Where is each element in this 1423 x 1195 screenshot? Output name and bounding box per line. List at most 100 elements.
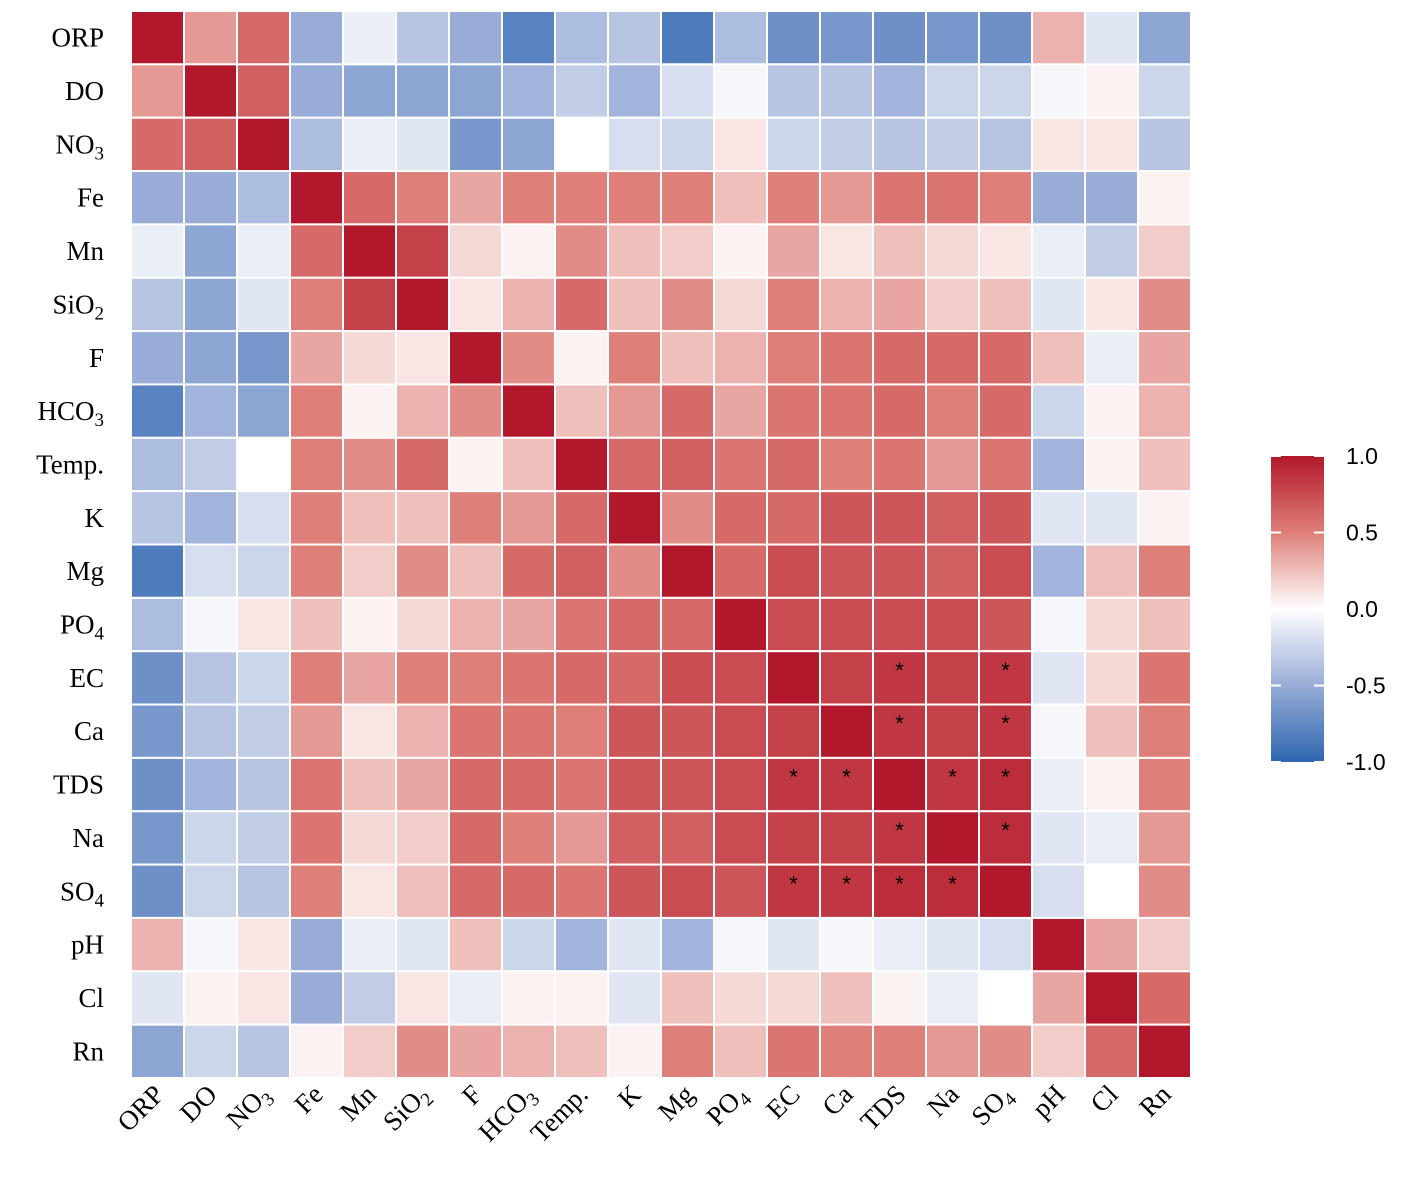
cell-pH-Ca [819,916,874,973]
cell-SO4-HCO3 [501,863,556,919]
cell-K-Rn [1137,490,1192,546]
cell-EC-DO [183,650,238,706]
cell-F-HCO3 [501,330,556,386]
cell-EC-Ca [819,650,874,706]
cell-Mn-Fe [289,223,344,279]
cell-SiO2-SO4 [978,276,1033,333]
cell-EC-Temp. [554,650,609,706]
cell-Mg-ORP [130,543,185,599]
cell-ORP-Cl [1084,10,1139,66]
cell-Cl-EC [766,970,821,1026]
cell-Cl-HCO3 [501,970,556,1026]
y-label-Cl: Cl [78,983,104,1013]
y-axis-labels: ORP DO NO3 Fe Mn SiO2 F HCO3 Temp. K Mg PO4 EC Ca TDS N… [36,23,104,1067]
cell-Cl-Mg [660,970,715,1026]
cell-NO3-F [448,116,503,173]
cell-SO4-F [448,863,503,919]
cell-K-K [607,490,662,546]
cell-F-Fe [289,330,344,386]
cell-EC-Cl [1084,650,1139,706]
cell-Na-ORP [130,810,185,866]
cell-HCO3-Ca [819,383,874,439]
cell-TDS-Cl [1084,756,1139,813]
cell-HCO3-HCO3 [501,383,556,439]
cell-HCO3-Cl [1084,383,1139,439]
cell-Cl-SO4 [978,970,1033,1026]
cell-F-TDS [872,330,927,386]
cell-DO-DO [183,63,238,119]
cell-K-SiO2 [395,490,450,546]
cell-Rn-Cl [1084,1023,1139,1080]
significance-star: * [895,658,904,683]
y-label-EC: EC [69,663,104,693]
cell-Temp.-F [448,436,503,493]
significance-star: * [1001,711,1010,736]
cell-ORP-Mn [342,10,397,66]
cell-ORP-HCO3 [501,10,556,66]
cell-SO4-SO4 [978,863,1033,919]
cell-Ca-Ca [819,703,874,759]
cell-Temp.-ORP [130,436,185,493]
cell-F-DO [183,330,238,386]
x-label-DO: DO [174,1079,223,1128]
cell-Mn-Na [925,223,980,279]
cell-K-HCO3 [501,490,556,546]
cell-Fe-Cl [1084,170,1139,226]
cell-Rn-Fe [289,1023,344,1080]
cell-PO4-SO4 [978,596,1033,653]
cell-Ca-Temp. [554,703,609,759]
cell-Ca-Fe [289,703,344,759]
cell-K-Na [925,490,980,546]
x-label-Temp.: Temp. [525,1079,594,1148]
cell-Fe-TDS [872,170,927,226]
cell-pH-SO4 [978,916,1033,973]
cell-F-Mn [342,330,397,386]
cell-F-Ca [819,330,874,386]
colorbar-ticks: 1.0 0.5 0.0 -0.5 -1.0 [1271,443,1386,775]
x-label-Ca: Ca [816,1079,858,1121]
cell-Cl-Mn [342,970,397,1026]
cell-Temp.-PO4 [713,436,768,493]
cell-NO3-DO [183,116,238,173]
cell-Na-NO3 [236,810,291,866]
cell-Cl-SiO2 [395,970,450,1026]
cell-DO-Rn [1137,63,1192,119]
cell-ORP-pH [1031,10,1086,66]
cell-F-K [607,330,662,386]
significance-star: * [789,765,798,790]
cell-Rn-SiO2 [395,1023,450,1080]
significance-star: * [895,871,904,896]
cell-K-PO4 [713,490,768,546]
cell-K-ORP [130,490,185,546]
cell-EC-ORP [130,650,185,706]
cell-Ca-Na [925,703,980,759]
cell-Na-HCO3 [501,810,556,866]
cell-Mg-HCO3 [501,543,556,599]
cell-TDS-DO [183,756,238,813]
cell-pH-K [607,916,662,973]
cell-F-EC [766,330,821,386]
cell-EC-SiO2 [395,650,450,706]
cell-F-Cl [1084,330,1139,386]
cell-DO-NO3 [236,63,291,119]
colorbar-tick-label: -1.0 [1346,749,1386,775]
colorbar-tick-label: 0.0 [1346,596,1378,622]
cell-Na-DO [183,810,238,866]
cell-HCO3-Mg [660,383,715,439]
cell-SiO2-ORP [130,276,185,333]
cell-EC-EC [766,650,821,706]
cell-TDS-TDS [872,756,927,813]
cell-PO4-F [448,596,503,653]
cell-NO3-Mg [660,116,715,173]
y-label-SO4: SO4 [60,876,105,911]
cell-HCO3-Temp. [554,383,609,439]
cell-ORP-DO [183,10,238,66]
cell-SiO2-Rn [1137,276,1192,333]
cell-K-Temp. [554,490,609,546]
cell-Fe-Rn [1137,170,1192,226]
cell-pH-ORP [130,916,185,973]
cell-Na-Cl [1084,810,1139,866]
cell-F-PO4 [713,330,768,386]
